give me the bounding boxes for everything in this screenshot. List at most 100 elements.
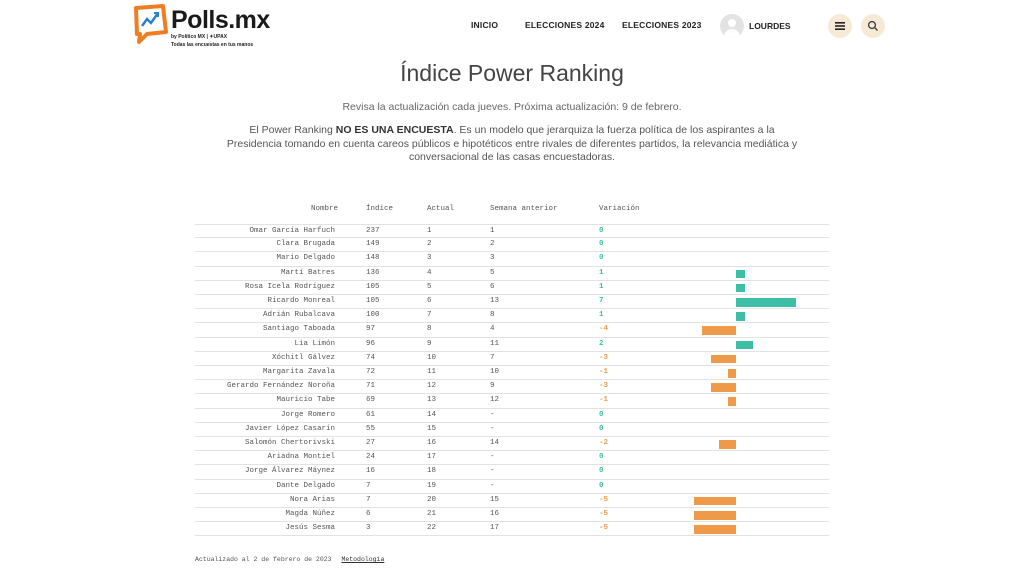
hamburger-icon: [835, 22, 845, 30]
cell-variation: 1: [599, 311, 604, 320]
update-notice: Revisa la actualización cada jueves. Pró…: [342, 101, 682, 113]
table-row: Rosa Icela Rodríguez 105 5 6 1: [195, 281, 829, 295]
cell-variation: -2: [599, 439, 609, 447]
nav-elecciones-2024[interactable]: ELECCIONES 2024: [525, 20, 605, 30]
cell-name: Martí Batres: [280, 268, 335, 277]
cell-index: 97: [366, 325, 376, 334]
cell-current: 20: [427, 495, 437, 504]
cell-index: 7: [366, 481, 371, 490]
cell-index: 105: [366, 282, 380, 291]
cell-variation: 0: [599, 240, 604, 249]
cell-index: 3: [366, 524, 371, 533]
variation-bar: [736, 298, 796, 307]
cell-previous: 1: [490, 227, 495, 235]
table-row: Jorge Romero 61 14 - 0: [195, 409, 829, 423]
variation-bar: [727, 397, 736, 406]
cell-previous: 5: [490, 268, 495, 277]
cell-name: Jorge Álvarez Máynez: [244, 467, 335, 476]
table-row: Martí Batres 136 4 5 1: [195, 267, 829, 281]
cell-current: 21: [427, 510, 437, 518]
cell-current: 7: [427, 311, 432, 320]
cell-previous: 2: [490, 240, 495, 249]
cell-previous: 11: [490, 339, 500, 348]
cell-current: 3: [427, 254, 432, 263]
cell-previous: 3: [490, 254, 495, 263]
cell-name: Magda Núñez: [285, 510, 335, 518]
cell-index: 72: [366, 368, 376, 376]
cell-previous: 4: [490, 325, 495, 334]
cell-current: 18: [427, 467, 437, 476]
cell-current: 16: [427, 439, 437, 447]
cell-previous: -: [490, 410, 495, 419]
cell-name: Mauricio Tabe: [276, 396, 335, 405]
desc-before: El Power Ranking: [249, 124, 336, 136]
cell-name: Clara Brugada: [276, 240, 335, 249]
table-row: Mario Delgado 148 3 3 0: [195, 252, 829, 267]
search-icon: [867, 20, 878, 31]
variation-bar: [736, 340, 753, 350]
cell-variation: 0: [599, 467, 604, 476]
search-button[interactable]: [861, 14, 885, 38]
cell-current: 2: [427, 240, 432, 249]
table-row: Ariadna Montiel 24 17 - 0: [195, 451, 829, 466]
variation-bar: [710, 383, 736, 392]
table-row: Margarita Zavala 72 11 10 -1: [195, 366, 829, 381]
cell-index: 6: [366, 510, 371, 518]
cell-current: 14: [427, 410, 437, 419]
cell-variation: -5: [599, 510, 609, 518]
cell-current: 15: [427, 424, 437, 433]
cell-name: Dante Delgado: [276, 481, 335, 490]
nav-elecciones-2023[interactable]: ELECCIONES 2023: [622, 20, 702, 30]
cell-name: Ariadna Montiel: [267, 453, 335, 462]
cell-index: 96: [366, 339, 376, 348]
cell-previous: -: [490, 453, 495, 462]
cell-previous: 14: [490, 439, 500, 447]
table-row: Javier López Casarín 55 15 - 0: [195, 423, 829, 437]
avatar[interactable]: [720, 14, 744, 38]
cell-previous: -: [490, 424, 495, 433]
cell-index: 237: [366, 227, 380, 235]
cell-name: Mario Delgado: [276, 254, 335, 263]
cell-name: Jorge Romero: [280, 410, 335, 419]
cell-variation: 0: [599, 481, 604, 490]
cell-variation: 0: [599, 254, 604, 263]
cell-name: Nora Arias: [289, 495, 335, 504]
cell-previous: 7: [490, 353, 495, 362]
cell-current: 11: [427, 368, 437, 376]
cell-variation: 0: [599, 227, 604, 235]
header-current: Actual: [427, 205, 455, 213]
cell-current: 4: [427, 268, 432, 277]
variation-bar: [693, 525, 736, 534]
variation-bar: [693, 511, 736, 520]
cell-index: 149: [366, 240, 380, 249]
header-previous: Semana anterior: [490, 205, 558, 213]
cell-name: Ricardo Monreal: [267, 297, 335, 305]
cell-previous: 15: [490, 495, 500, 504]
cell-current: 1: [427, 227, 432, 235]
menu-button[interactable]: [828, 14, 852, 38]
cell-variation: 7: [599, 297, 604, 305]
user-name[interactable]: LOURDES: [749, 21, 791, 31]
cell-variation: 0: [599, 410, 604, 419]
cell-name: Salomón Chertorivski: [244, 439, 335, 447]
cell-name: Javier López Casarín: [244, 424, 335, 433]
variation-bar: [719, 440, 736, 449]
cell-name: Omar García Harfuch: [249, 227, 335, 235]
table-footer: Actualizado al 2 de febrero de 2023 Meto…: [195, 556, 384, 563]
cell-previous: 8: [490, 311, 495, 320]
cell-previous: 12: [490, 396, 500, 405]
avatar-head: [728, 19, 736, 27]
cell-index: 69: [366, 396, 376, 405]
methodology-link[interactable]: Metodología: [341, 556, 385, 563]
logo-chart-icon: [134, 4, 168, 44]
page-title: Índice Power Ranking: [400, 60, 624, 86]
cell-variation: 1: [599, 282, 604, 291]
cell-variation: 0: [599, 453, 604, 462]
cell-index: 100: [366, 311, 380, 320]
polls-logo[interactable]: Polls.mx by Político MX | ✦UPAX Todas la…: [133, 4, 273, 48]
cell-name: Adrián Rubalcava: [262, 311, 335, 320]
cell-variation: 2: [599, 339, 604, 348]
cell-index: 136: [366, 268, 380, 277]
cell-index: 61: [366, 410, 376, 419]
nav-inicio[interactable]: INICIO: [471, 20, 499, 30]
